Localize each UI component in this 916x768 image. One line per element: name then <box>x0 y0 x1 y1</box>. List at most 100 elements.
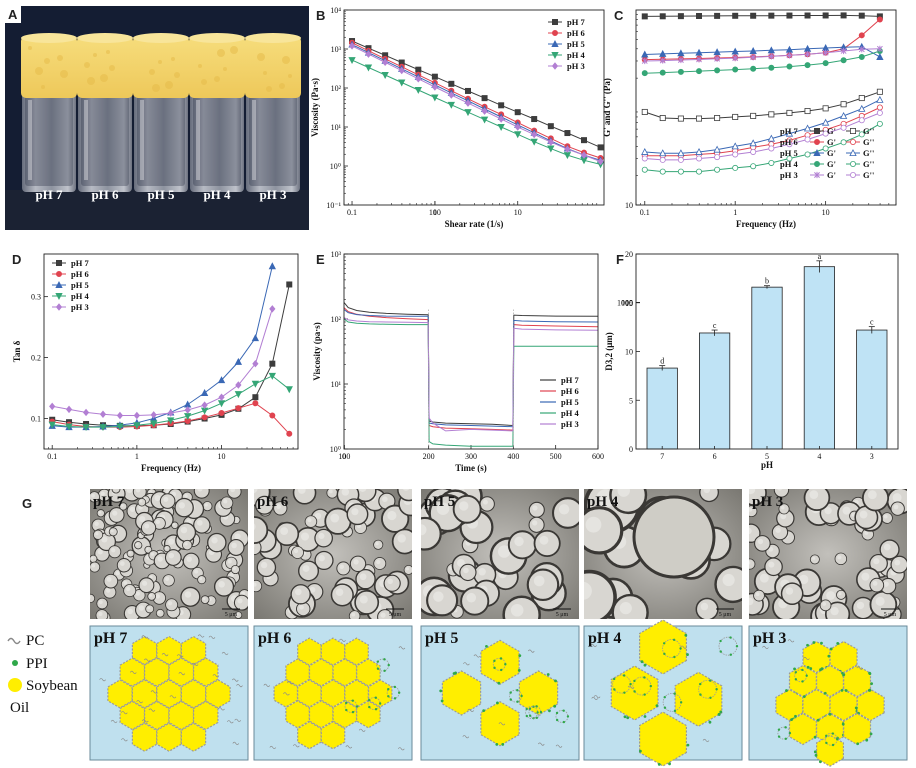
ppi-particle <box>818 760 822 764</box>
droplet <box>426 584 459 617</box>
legend-label-ph-7: pH 7 <box>71 258 89 268</box>
ppi-particle <box>813 735 817 739</box>
pc-molecule <box>99 678 106 682</box>
droplet-highlight <box>300 532 310 541</box>
data-point <box>732 164 739 171</box>
ppi-particle <box>495 742 499 746</box>
pc-molecule <box>178 672 186 676</box>
droplet-highlight <box>123 581 128 585</box>
droplet-highlight <box>98 511 102 514</box>
data-point <box>785 45 794 53</box>
x-tick-label: 0 <box>342 452 346 461</box>
x-tick-label: 10 <box>822 208 830 217</box>
ppi-particle <box>662 642 666 645</box>
droplet-highlight <box>168 552 175 559</box>
droplet <box>348 610 361 619</box>
data-point <box>464 99 472 107</box>
series-ph-7 <box>349 38 604 151</box>
droplet-highlight <box>861 572 870 581</box>
data-point <box>840 57 847 64</box>
droplet-field <box>584 489 742 619</box>
data-point <box>749 139 757 147</box>
droplet <box>304 515 318 528</box>
droplet <box>355 568 376 590</box>
droplet-highlight <box>867 490 877 500</box>
droplet-highlight <box>314 512 322 520</box>
data-point <box>839 111 848 119</box>
data-point <box>547 123 554 130</box>
y-tick-label: 10 <box>625 348 633 357</box>
data-point <box>252 359 259 368</box>
y-tick-label: 15 <box>625 299 633 308</box>
droplet-highlight <box>330 513 340 523</box>
ppi-particle <box>393 697 397 700</box>
oil-droplet <box>638 619 688 675</box>
data-point <box>514 131 522 139</box>
droplet-highlight <box>532 520 538 526</box>
legend-marker <box>850 127 857 134</box>
ppi-particle <box>806 643 809 647</box>
scale-bar-label: 5 μm <box>884 612 897 618</box>
droplet-field <box>421 489 579 619</box>
data-point <box>269 305 276 313</box>
data-point <box>750 112 757 119</box>
droplet-highlight <box>892 493 902 503</box>
droplet <box>116 558 132 573</box>
droplet-highlight <box>236 613 239 616</box>
droplet-highlight <box>172 523 176 526</box>
legend-label-ph-6: pH 6 <box>561 386 579 396</box>
data-point <box>804 12 811 19</box>
droplet <box>611 593 649 619</box>
data-point <box>235 381 242 389</box>
y-axis-title: Viscosity (pa·s) <box>312 322 322 380</box>
ppi-particle <box>566 715 570 718</box>
droplet-highlight <box>318 532 325 540</box>
droplet <box>890 555 907 574</box>
droplet <box>182 539 193 551</box>
droplet-highlight <box>297 489 306 494</box>
ppi-particle <box>699 682 702 686</box>
legend-marker <box>850 138 857 145</box>
data-point <box>252 394 259 401</box>
x-tick-label: 0.1 <box>640 208 650 217</box>
ppi-particle <box>643 676 646 679</box>
droplet-highlight <box>837 555 842 560</box>
x-tick-label: 0.1 <box>347 208 357 217</box>
series-line <box>644 50 881 74</box>
panel-label: F <box>616 252 624 267</box>
data-point <box>804 136 811 143</box>
droplet <box>326 489 338 499</box>
data-point <box>218 410 225 417</box>
panel-a-label-box <box>5 6 21 23</box>
oil-droplet <box>356 700 381 729</box>
ppi-particle <box>546 673 550 676</box>
x-tick-label: 1 <box>733 208 737 217</box>
data-point <box>200 388 209 396</box>
data-point <box>464 87 471 94</box>
y-axis-title: G' and G'' (Pa) <box>602 78 612 137</box>
pc-molecule <box>702 738 710 743</box>
ppi-particle <box>351 710 355 714</box>
data-point <box>768 12 775 19</box>
data-point <box>714 154 721 161</box>
droplet-highlight <box>149 594 153 597</box>
droplet-highlight <box>254 489 258 494</box>
data-point <box>235 405 242 412</box>
series-ph-6 <box>349 39 604 162</box>
data-point <box>695 147 703 155</box>
data-point <box>116 411 124 420</box>
droplet <box>330 583 354 607</box>
droplet <box>714 565 742 604</box>
pc-molecule <box>232 741 240 745</box>
y-tick-label: 1000 <box>617 299 633 308</box>
panel-label: E <box>316 252 325 267</box>
droplet-highlight <box>101 536 108 543</box>
droplet-highlight <box>146 547 149 551</box>
plot-frame <box>43 253 299 450</box>
bar-ph-5 <box>751 286 783 450</box>
y-axis-title: D3,2 (μm) <box>604 332 614 371</box>
legend-label-ph-5: pH 5 <box>780 148 798 158</box>
droplet <box>754 535 771 552</box>
schematic-ph-4: pH 4 <box>583 619 743 767</box>
